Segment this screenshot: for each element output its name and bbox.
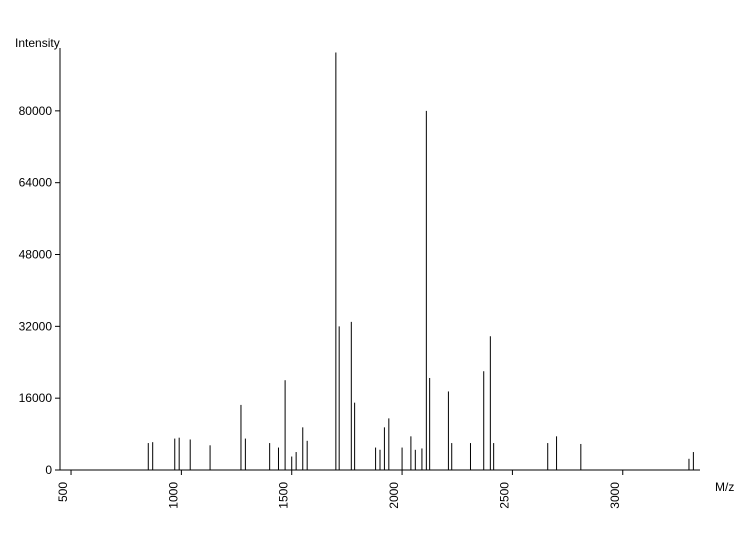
mass-spectrum-chart: Intensity M/z 0 16000 32000 48000 64000 80000… bbox=[0, 0, 750, 540]
y-tick-label: 16000 bbox=[19, 391, 53, 405]
x-axis-label: M/z bbox=[715, 480, 734, 494]
x-tick-label: 3000 bbox=[608, 482, 622, 509]
x-tick-label: 500 bbox=[56, 482, 70, 502]
x-tick-label: 2000 bbox=[387, 482, 401, 509]
y-tick-label: 64000 bbox=[19, 176, 53, 190]
x-tick-label: 1500 bbox=[277, 482, 291, 509]
x-tick-label: 2500 bbox=[497, 482, 511, 509]
y-tick-label: 48000 bbox=[19, 248, 53, 262]
y-tick-label: 32000 bbox=[19, 319, 53, 333]
spectrum-svg: 0 16000 32000 48000 64000 80000 500 1000 1500 200… bbox=[0, 0, 750, 540]
y-tick-label: 0 bbox=[45, 463, 52, 477]
x-tick-label: 1000 bbox=[166, 482, 180, 509]
y-tick-label: 80000 bbox=[19, 104, 53, 118]
y-axis-label: Intensity bbox=[15, 36, 60, 50]
